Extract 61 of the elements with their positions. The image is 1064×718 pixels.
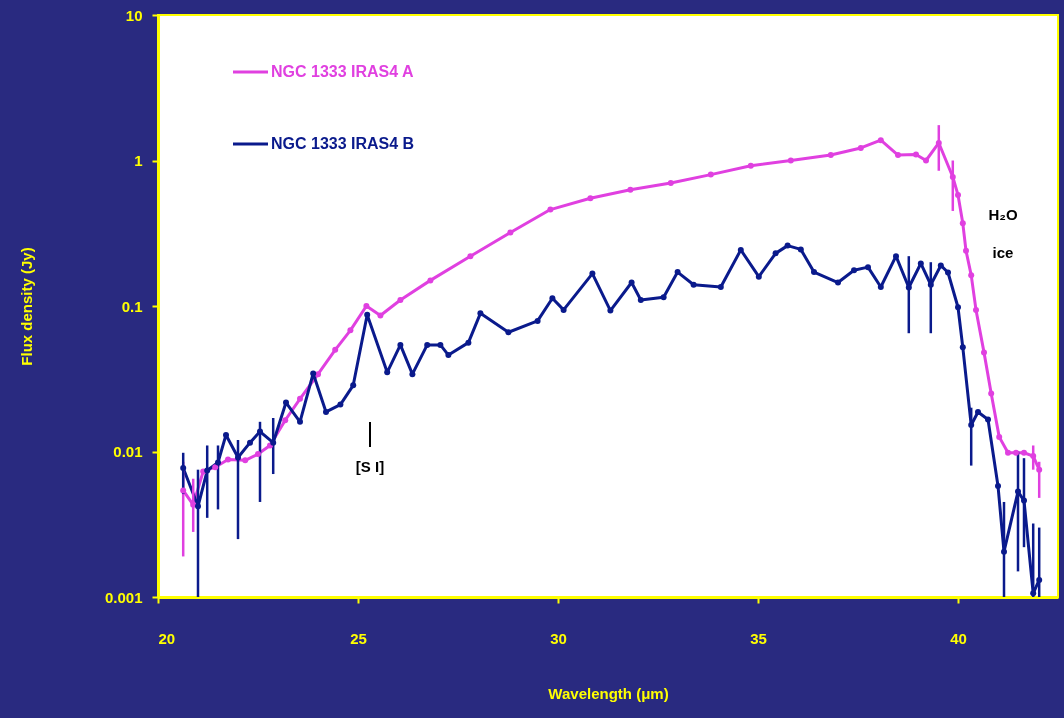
point xyxy=(347,327,354,334)
text: H₂O ice xyxy=(988,206,1018,261)
point xyxy=(180,487,187,494)
point xyxy=(507,229,514,236)
point xyxy=(981,349,987,356)
point xyxy=(996,433,1003,440)
point xyxy=(1005,449,1011,456)
x-tick-label: 40 xyxy=(950,629,967,647)
x-tick-label: 30 xyxy=(550,629,567,647)
point xyxy=(955,191,961,198)
x-tick-label: 25 xyxy=(350,629,367,647)
point xyxy=(1013,449,1019,456)
point xyxy=(225,456,231,463)
point xyxy=(959,220,966,227)
point xyxy=(707,171,714,178)
point xyxy=(212,464,219,471)
point xyxy=(949,174,956,181)
point xyxy=(242,457,249,464)
legend-label: NGC 1333 IRAS4 A xyxy=(271,63,415,80)
point xyxy=(857,144,864,151)
point xyxy=(913,151,919,158)
point xyxy=(895,152,901,159)
point xyxy=(282,417,289,424)
y-tick-label: 10 xyxy=(125,6,143,24)
point xyxy=(787,157,794,164)
y-tick-label: 0.001 xyxy=(104,588,143,606)
x-axis-title: Wavelength (μm) xyxy=(548,684,669,702)
point xyxy=(747,162,754,169)
point xyxy=(877,137,884,144)
point xyxy=(315,371,321,378)
point xyxy=(923,157,929,164)
point xyxy=(963,247,969,254)
point xyxy=(968,272,975,279)
point xyxy=(935,139,942,146)
point xyxy=(547,206,554,213)
point xyxy=(1036,466,1043,473)
x-tick-label: 20 xyxy=(158,629,176,647)
y-tick-label: 1 xyxy=(134,152,143,169)
point xyxy=(363,303,370,309)
point xyxy=(467,253,474,260)
point xyxy=(1030,453,1037,460)
x-tick-label: 35 xyxy=(750,629,767,647)
point xyxy=(332,346,339,353)
point xyxy=(587,195,594,202)
y-axis-title: Flux density (Jy) xyxy=(17,247,35,366)
y-tick-label: 0.01 xyxy=(113,443,143,460)
point xyxy=(297,395,303,402)
legend-label: NGC 1333 IRAS4 B xyxy=(271,135,415,152)
point xyxy=(255,451,261,458)
point xyxy=(667,180,674,187)
point xyxy=(827,152,834,159)
y-tick-label: 0.1 xyxy=(121,297,143,315)
point xyxy=(973,306,979,313)
point xyxy=(1021,449,1027,456)
point xyxy=(988,390,995,397)
point xyxy=(190,501,197,508)
annotation: [S I] xyxy=(355,458,385,475)
point xyxy=(397,296,404,303)
point xyxy=(627,186,634,193)
point xyxy=(427,277,434,284)
point xyxy=(377,312,384,319)
